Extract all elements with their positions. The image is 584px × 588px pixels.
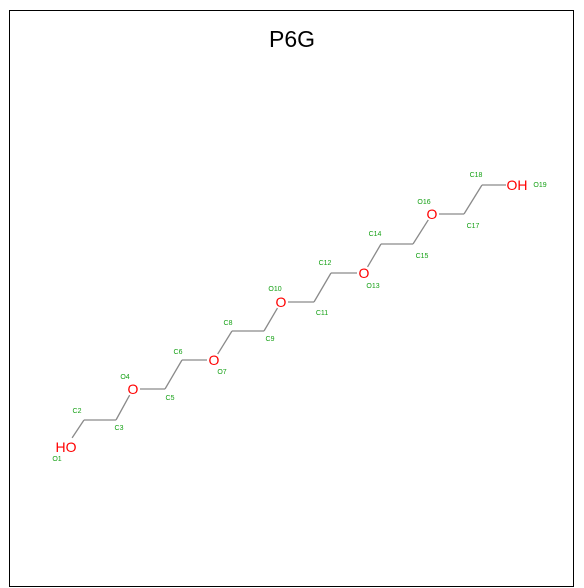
atom-label-C14: C14	[369, 231, 382, 238]
bond-O1-C2	[71, 419, 85, 439]
atom-symbol-O1: HO	[56, 439, 77, 455]
atom-symbol-O10: O	[276, 294, 287, 310]
bond-C9-O10	[263, 307, 279, 332]
bond-O13-C14	[366, 243, 382, 268]
atom-label-O13: O13	[366, 283, 379, 290]
atom-label-C2: C2	[73, 408, 82, 415]
atom-label-C11: C11	[316, 310, 328, 317]
atom-label-O7: O7	[217, 369, 226, 376]
atom-label-O4: O4	[120, 374, 129, 381]
atom-symbol-O13: O	[359, 265, 370, 281]
atom-label-C5: C5	[166, 395, 175, 402]
bond-C17-C18	[463, 184, 483, 215]
bond-O7-C8	[217, 330, 233, 355]
atom-symbol-O7: O	[209, 352, 220, 368]
diagram-frame	[9, 10, 574, 587]
atom-label-O10: O10	[268, 286, 281, 293]
atom-label-C12: C12	[319, 260, 332, 267]
bond-C5-C6	[164, 359, 183, 390]
atom-label-C8: C8	[224, 320, 233, 327]
atom-symbol-O4: O	[128, 381, 139, 397]
atom-label-C9: C9	[266, 336, 275, 343]
bond-C3-O4	[115, 394, 131, 421]
atom-label-C17: C17	[467, 223, 480, 230]
bond-C15-O16	[412, 219, 429, 245]
bond-C11-C12	[313, 272, 332, 303]
atom-label-C6: C6	[174, 349, 183, 356]
atom-symbol-O19: OH	[507, 177, 528, 193]
atom-label-O19: O19	[533, 182, 546, 189]
atom-label-O16: O16	[417, 199, 430, 206]
molecule-title: P6G	[268, 26, 316, 52]
atom-label-O1: O1	[52, 456, 61, 463]
atom-label-C18: C18	[470, 172, 483, 179]
atom-label-C15: C15	[416, 253, 429, 260]
atom-symbol-O16: O	[427, 206, 438, 222]
atom-label-C3: C3	[115, 425, 124, 432]
